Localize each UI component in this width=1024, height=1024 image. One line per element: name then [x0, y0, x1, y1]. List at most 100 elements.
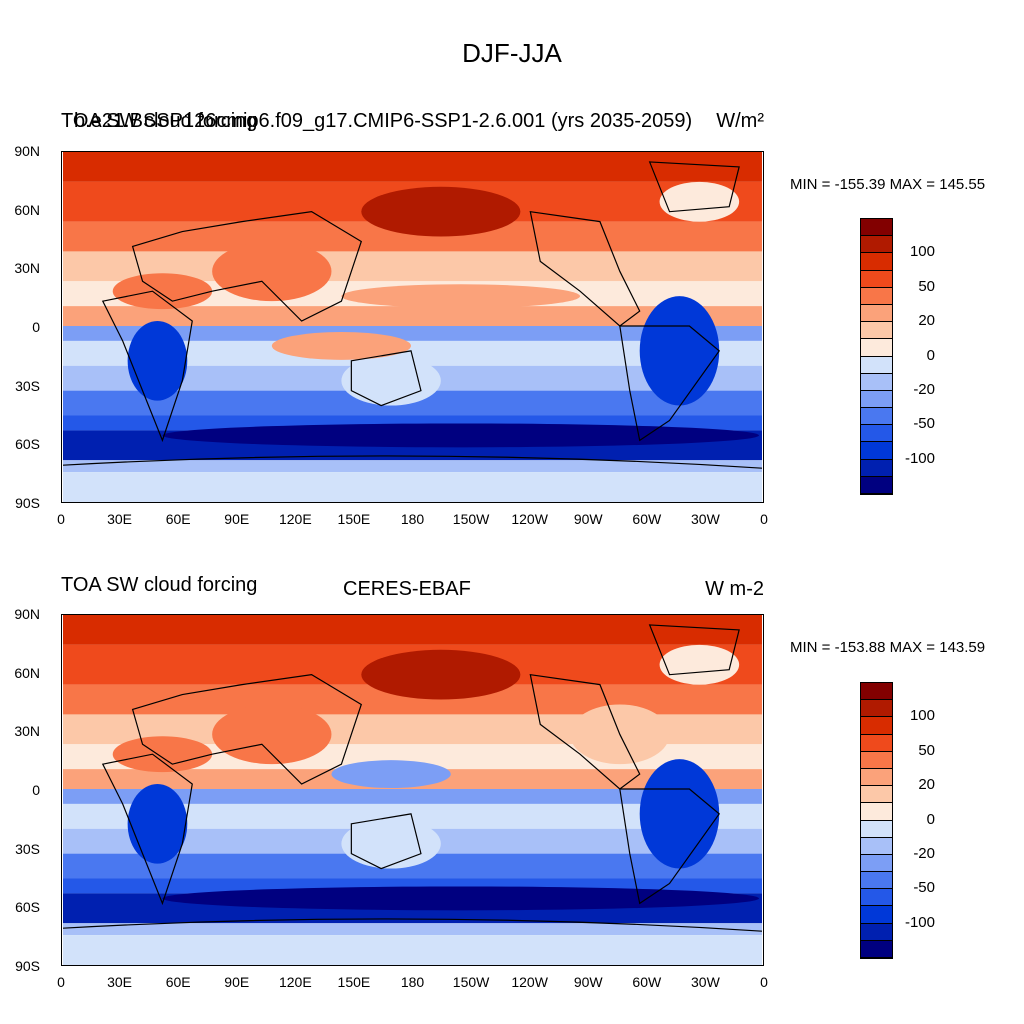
lat-tick-label: 60S	[15, 436, 40, 453]
panel2-colorbar	[860, 682, 893, 959]
lon-tick-label: 0	[760, 511, 768, 527]
south-america-negative-region	[639, 296, 720, 406]
lon-tick-label: 150E	[337, 974, 371, 990]
colorbar-cell	[861, 287, 892, 305]
lon-tick-label: 120E	[278, 974, 312, 990]
colorbar-cell	[861, 940, 892, 958]
lon-tick-label: 150E	[337, 511, 371, 527]
colorbar-cell	[861, 906, 892, 924]
lon-tick-label: 0	[760, 974, 768, 990]
panel1-case-title: b.e21.BSSP126cmip6.f09_g17.CMIP6-SSP1-2.…	[74, 110, 693, 132]
lon-tick-label: 120W	[511, 974, 548, 990]
colorbar-tick-label: -50	[913, 879, 935, 897]
colorbar-tick-label: -100	[904, 913, 935, 931]
lon-tick-label: 60W	[632, 511, 662, 527]
lon-tick-label: 90E	[224, 974, 250, 990]
colorbar-cell	[861, 425, 892, 443]
colorbar-cell	[861, 889, 892, 907]
colorbar-tick-label: 100	[909, 243, 935, 261]
lon-tick-label: 30W	[691, 511, 720, 527]
lon-tick-label: 0	[57, 511, 65, 527]
north-pacific-maximum	[361, 186, 521, 237]
lon-tick-label: 150W	[452, 974, 490, 990]
lon-tick-label: 60E	[165, 974, 191, 990]
africa-positive-region	[112, 273, 213, 310]
colorbar-cell	[861, 837, 892, 855]
colorbar-tick-label: -50	[913, 415, 935, 433]
tropical-pacific-band	[341, 284, 581, 309]
figure-title: DJF-JJA	[462, 38, 562, 68]
greenland-region	[659, 644, 740, 685]
colorbar-cell	[861, 717, 892, 735]
coastline	[529, 673, 641, 790]
lon-tick-label: 150W	[452, 511, 490, 527]
colorbar-cell	[861, 751, 892, 769]
colorbar-cell	[861, 803, 892, 821]
lon-tick-label: 90E	[224, 511, 250, 527]
lat-tick-label: 30N	[14, 723, 40, 740]
colorbar-tick-label: 50	[918, 277, 935, 295]
lat-tick-label: 90N	[14, 606, 40, 622]
australia-region	[341, 818, 441, 869]
lat-tick-label: 30S	[15, 840, 40, 857]
map-field	[62, 615, 763, 965]
panel2-map	[61, 614, 764, 966]
asia-positive-region	[212, 241, 332, 302]
panel1-colorbar	[860, 218, 893, 495]
coastline	[62, 918, 763, 932]
panel1-units: W/m²	[716, 110, 764, 132]
colorbar-cell	[861, 734, 892, 752]
lat-tick-label: 0	[32, 782, 40, 798]
colorbar-tick-label: -20	[913, 380, 935, 398]
coastline	[648, 624, 740, 676]
southern-africa-negative-region	[127, 321, 188, 401]
lat-tick-label: 90S	[15, 958, 40, 974]
colorbar-cell	[861, 304, 892, 323]
coastline	[350, 813, 422, 870]
colorbar-cell	[861, 786, 892, 804]
greenland-region	[659, 181, 740, 222]
lon-tick-label: 30W	[691, 974, 720, 990]
colorbar-tick-label: 20	[918, 776, 935, 794]
maritime-continent-region	[331, 760, 451, 789]
coastline	[101, 753, 193, 906]
colorbar-cell	[861, 408, 892, 426]
colorbar-tick-label: -20	[913, 844, 935, 862]
colorbar-cell	[861, 356, 892, 374]
colorbar-cell	[861, 390, 892, 409]
lat-tick-label: 60N	[14, 664, 40, 681]
lat-tick-label: 60S	[15, 899, 40, 916]
australia-region	[341, 355, 441, 406]
colorbar-tick-label: 0	[926, 346, 935, 364]
colorbar-cell	[861, 683, 892, 701]
coastline	[529, 210, 641, 327]
indian-ocean-band	[271, 331, 412, 360]
coastline	[101, 290, 193, 443]
panel2-units: W m-2	[705, 578, 764, 600]
colorbar-cell	[861, 270, 892, 288]
coastline	[62, 455, 763, 469]
colorbar-cell	[861, 236, 892, 254]
colorbar-tick-label: 20	[918, 312, 935, 330]
coastline	[619, 325, 721, 442]
coastline	[648, 161, 740, 213]
panel2-left-title: TOA SW cloud forcing	[61, 574, 258, 596]
lat-tick-label: 90N	[14, 143, 40, 159]
lon-tick-label: 0	[57, 974, 65, 990]
lon-tick-label: 180	[400, 511, 425, 527]
colorbar-cell	[861, 373, 892, 391]
colorbar-cell	[861, 923, 892, 941]
panel1-map	[61, 151, 764, 503]
lon-tick-label: 60E	[165, 511, 191, 527]
colorbar-tick-label: 100	[909, 707, 935, 725]
coastline	[350, 350, 422, 407]
lon-tick-label: 30E	[107, 974, 133, 990]
lat-tick-label: 90S	[15, 495, 40, 511]
lon-tick-label: 120W	[511, 511, 548, 527]
panel2-minmax: MIN = -153.88 MAX = 143.59	[790, 639, 986, 656]
colorbar-cell	[861, 219, 892, 237]
south-america-negative-region	[639, 759, 720, 869]
coastline	[619, 788, 721, 905]
colorbar-tick-label: 50	[918, 741, 935, 759]
colorbar-cell	[861, 322, 892, 340]
